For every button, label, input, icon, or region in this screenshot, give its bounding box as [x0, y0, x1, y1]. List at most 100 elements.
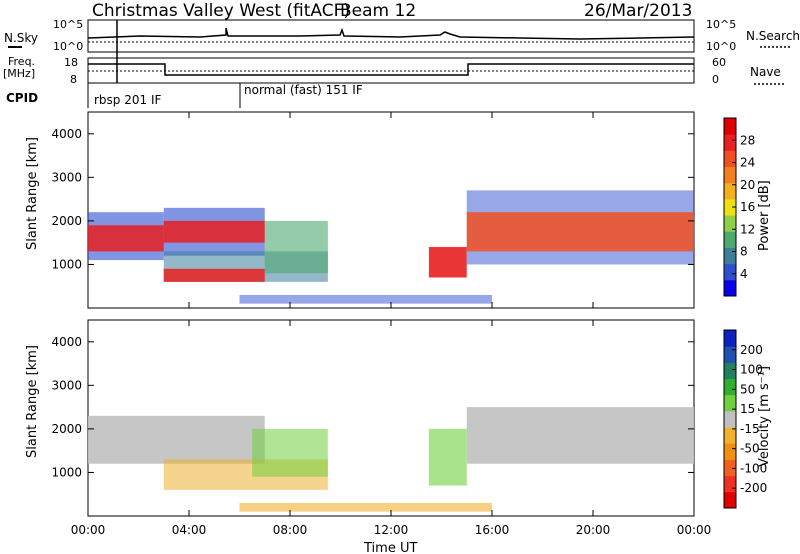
- velocity-colorbar-swatch-8: [724, 362, 736, 380]
- y-tick-label-0: 1000: [51, 257, 82, 271]
- nave-tick-bottom: 0: [712, 73, 719, 86]
- x-axis-title: Time UT: [363, 541, 417, 554]
- velocity-region-e: [466, 407, 694, 464]
- cpid-label: CPID: [6, 91, 38, 105]
- nsky-tick-bottom-right: 10^0: [706, 40, 736, 53]
- freq-tick-bottom: 8: [70, 73, 77, 86]
- power-ylabel: Slant Range [km]: [25, 137, 40, 250]
- power-region-f: [466, 212, 694, 252]
- power-colorbar-swatch-0: [724, 279, 736, 297]
- velocity-colorbar-swatch-10: [724, 330, 736, 347]
- power-colorbar-swatch-9: [724, 134, 736, 151]
- velocity-colorbar-swatch-1: [724, 475, 736, 493]
- freq-tick-top: 18: [64, 56, 78, 69]
- x-tick-label-4: 16:00: [475, 523, 510, 537]
- power-colorbar: 4 8 12 16 20 24 28: [723, 117, 755, 297]
- velocity-colorbar-swatch-4: [724, 427, 736, 444]
- y-tick-label-3: 4000: [51, 335, 82, 349]
- velocity-colorbar-tick-label-2: -50: [740, 442, 760, 456]
- velocity-colorbar-swatch-3: [724, 443, 736, 460]
- x-tick-label-3: 12:00: [374, 523, 409, 537]
- power-colorbar-swatch-8: [724, 150, 736, 168]
- power-colorbar-tick-label-3: 16: [740, 200, 755, 214]
- power-region-e: [428, 247, 467, 278]
- nave-label: Nave: [750, 65, 781, 79]
- freq-panel: Freq. [MHz] 18 8 60 0 Nave: [3, 20, 784, 86]
- beam-title: Beam 12: [340, 1, 416, 21]
- velocity-region-c: [252, 428, 328, 477]
- x-tick-label-5: 20:00: [576, 523, 611, 537]
- nave-tick-top: 60: [712, 56, 726, 69]
- nsky-trace: [87, 27, 695, 40]
- velocity-region-d: [428, 428, 467, 486]
- power-colorbar-swatch-10: [724, 118, 736, 135]
- nsky-tick-top-right: 10^5: [706, 18, 736, 31]
- y-tick-label-3: 4000: [51, 127, 82, 141]
- power-region-b: [163, 220, 265, 243]
- power-colorbar-tick-label-6: 28: [740, 133, 755, 147]
- velocity-colorbar-swatch-5: [724, 410, 736, 428]
- nsky-panel: N.Sky 10^5 10^0 10^5 10^0 N.Search: [4, 18, 800, 53]
- velocity-panel: 1000 2000 3000 4000 00:00 04:00 08:00 12:00 16:0…: [51, 319, 711, 537]
- x-tick-label-0: 00:00: [71, 523, 106, 537]
- velocity-colorbar-tick-label-4: 15: [740, 402, 755, 416]
- nsky-tick-bottom-left: 10^0: [53, 40, 83, 53]
- velocity-colorbar-swatch-6: [724, 394, 736, 412]
- power-colorbar-swatch-4: [724, 215, 736, 232]
- velocity-colorbar-tick-label-5: 50: [740, 382, 755, 396]
- power-region-g: [239, 294, 492, 304]
- y-tick-label-1: 2000: [51, 214, 82, 228]
- velocity-region-f: [239, 502, 492, 512]
- x-tick-label-1: 04:00: [172, 523, 207, 537]
- velocity-colorbar-swatch-2: [724, 459, 736, 477]
- freq-frame: [87, 57, 695, 84]
- power-colorbar-tick-label-0: 4: [740, 267, 748, 281]
- power-colorbar-tick-label-1: 8: [740, 245, 748, 259]
- velocity-colorbar-tick-label-7: 200: [740, 343, 763, 357]
- power-region-a: [88, 225, 164, 252]
- freq-trace: [88, 63, 694, 76]
- velocity-region-a: [88, 415, 265, 464]
- velocity-colorbar-tick-label-1: -100: [740, 461, 767, 475]
- nsearch-label: N.Search: [746, 29, 800, 43]
- velocity-colorbar-label: Velocity [m s⁻¹]: [757, 366, 772, 467]
- velocity-ylabel: Slant Range [km]: [25, 345, 40, 458]
- nsky-label: N.Sky: [4, 31, 38, 45]
- power-colorbar-swatch-5: [724, 198, 736, 216]
- velocity-colorbar-swatch-7: [724, 378, 736, 396]
- power-region-c: [163, 268, 265, 282]
- x-tick-label-2: 08:00: [273, 523, 308, 537]
- cpid-1-label: rbsp 201 IF: [94, 93, 161, 107]
- y-tick-label-1: 2000: [51, 422, 82, 436]
- power-colorbar-swatch-1: [724, 263, 736, 281]
- y-tick-label-0: 1000: [51, 465, 82, 479]
- velocity-colorbar: -200 -100 -50 -15 15 50 100 200: [723, 329, 767, 509]
- power-axes: 1000 2000 3000 4000: [51, 112, 695, 308]
- freq-label-1: Freq.: [8, 55, 35, 68]
- power-colorbar-swatch-6: [724, 182, 736, 200]
- velocity-colorbar-tick-label-3: -15: [740, 422, 760, 436]
- nsky-tick-top-left: 10^5: [53, 18, 83, 31]
- power-colorbar-label: Power [dB]: [757, 180, 772, 251]
- velocity-colorbar-frame: [723, 329, 737, 509]
- power-colorbar-swatch-3: [724, 231, 736, 248]
- y-tick-label-2: 3000: [51, 378, 82, 392]
- power-region-d: [264, 220, 328, 274]
- date-title: 26/Mar/2013: [584, 1, 692, 21]
- nsky-frame: [87, 19, 695, 53]
- power-colorbar-tick-label-5: 24: [740, 156, 755, 170]
- velocity-colorbar-tick-label-6: 100: [740, 363, 763, 377]
- power-colorbar-tick-label-4: 20: [740, 178, 755, 192]
- power-colorbar-tick-label-2: 12: [740, 222, 755, 236]
- cpid-row: CPID rbsp 201 IF normal (fast) 151 IF: [6, 83, 363, 108]
- power-echo-regions: [88, 190, 694, 304]
- x-tick-label-6: 00:00: [677, 523, 712, 537]
- velocity-echo-regions: [88, 407, 694, 512]
- velocity-colorbar-swatch-9: [724, 346, 736, 363]
- velocity-axes: 1000 2000 3000 4000 00:00 04:00 08:00 12:00 16:0…: [51, 320, 711, 537]
- station-title: Christmas Valley West (fitACF): [92, 1, 350, 21]
- cpid-2-label: normal (fast) 151 IF: [244, 83, 363, 97]
- freq-label-2: [MHz]: [3, 67, 35, 80]
